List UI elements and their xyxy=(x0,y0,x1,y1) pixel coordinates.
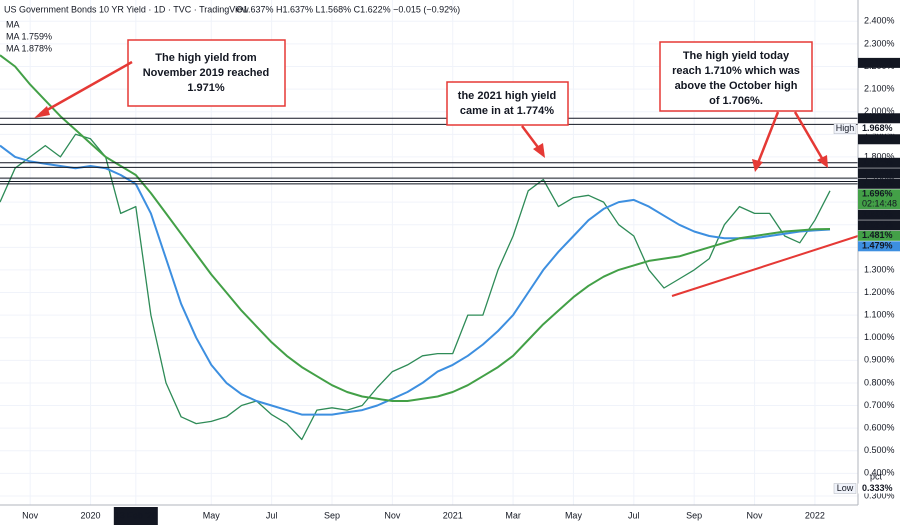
y-tick-label: 2.400% xyxy=(864,16,895,26)
x-tick-label: 2020 xyxy=(81,510,101,520)
price-label: 1.968% xyxy=(862,123,893,133)
price-label-box xyxy=(858,157,900,168)
price-label-box xyxy=(858,189,900,210)
price-label-box xyxy=(858,168,900,179)
price-label: 1.696% xyxy=(862,189,893,199)
annotation-box xyxy=(659,41,813,112)
y-tick-label: 1.000% xyxy=(864,332,895,342)
annotation-text: November 2019 reached xyxy=(143,67,270,79)
price-label: 1.681% xyxy=(862,220,893,230)
levels xyxy=(0,117,858,185)
arrow xyxy=(756,111,780,164)
x-tick-label: Nov xyxy=(747,510,764,520)
header-title: US Government Bonds 10 YR Yield · 1D · T… xyxy=(4,4,249,14)
price-label-box xyxy=(858,209,900,220)
header-ohlc: O1.637% H1.637% L1.568% C1.622% −0.015 (… xyxy=(236,4,460,14)
indicator-legend[interactable]: MA 1.759% xyxy=(6,31,52,41)
x-tick-label: Mar xyxy=(505,510,521,520)
arrow-head xyxy=(752,159,763,172)
price-tag-box xyxy=(833,483,857,494)
price-label: 1.479% xyxy=(862,241,893,251)
annotation-text: above the October high xyxy=(675,80,798,92)
annotation-text: The high yield from xyxy=(155,52,257,64)
x-tick-label: Nov xyxy=(384,510,401,520)
price-label: 0.333% xyxy=(862,483,893,493)
y-tick-label: 0.600% xyxy=(864,423,895,433)
arrow-head xyxy=(817,155,828,168)
y-tick-label: 1.800% xyxy=(864,151,895,161)
x-axis-panel xyxy=(0,505,858,527)
crosshair-date-box xyxy=(113,507,158,525)
price-label-box xyxy=(858,134,900,145)
grid xyxy=(0,0,858,505)
y-tick-label: 2.000% xyxy=(864,106,895,116)
x-tick-label: 13 Feb '20 xyxy=(115,510,157,520)
arrow-head xyxy=(34,106,50,118)
x-tick-label: 2022 xyxy=(805,510,825,520)
annotation-text: of 1.706%. xyxy=(709,95,763,107)
price-label: 2.216% xyxy=(862,57,893,67)
y-tick-label: 0.300% xyxy=(864,490,895,500)
price-tag-box xyxy=(833,123,857,135)
moving-average xyxy=(0,144,831,416)
indicator-legend[interactable]: MA 1.878% xyxy=(6,43,52,53)
annotation: The high yield today reach 1.710% which … xyxy=(659,41,828,172)
price-label: 1.481% xyxy=(862,230,893,240)
y-tick-label: 0.900% xyxy=(864,355,895,365)
price-tag: High xyxy=(836,123,855,133)
arrow-head xyxy=(533,143,545,158)
price-label-box xyxy=(858,230,900,241)
arrow xyxy=(521,125,541,151)
price-label: 1.754% xyxy=(862,168,893,178)
annotation-text: reach 1.710% which was xyxy=(672,65,800,77)
axis-unit[interactable]: pct xyxy=(870,471,883,481)
arrow xyxy=(793,111,825,161)
price-label-box xyxy=(858,220,900,231)
price-label-box xyxy=(858,57,900,68)
y-tick-label: 2.300% xyxy=(864,38,895,48)
y-tick-label: 2.100% xyxy=(864,83,895,93)
annotation-text: came in at 1.774% xyxy=(460,105,554,117)
annotation-box xyxy=(127,39,286,107)
arrow xyxy=(39,60,133,116)
y-tick-label: 1.200% xyxy=(864,287,895,297)
price-label-box xyxy=(858,241,900,252)
price-label: 1.944% xyxy=(862,134,893,144)
countdown-label: 02:14:48 xyxy=(862,199,897,209)
annotation-text: The high yield today xyxy=(683,50,790,62)
x-tick-label: 2021 xyxy=(443,510,463,520)
price-line xyxy=(0,133,831,441)
y-tick-label: 1.300% xyxy=(864,264,895,274)
x-tick-label: Jul xyxy=(266,510,278,520)
price-label-box xyxy=(858,123,900,134)
y-axis-panel xyxy=(858,0,900,527)
price-label: 1.971% xyxy=(862,113,893,123)
annotation: The high yield from November 2019 reache… xyxy=(34,39,286,118)
annotation-text: the 2021 high yield xyxy=(458,90,556,102)
x-tick-label: Sep xyxy=(686,510,702,520)
y-tick-label: 1.100% xyxy=(864,310,895,320)
indicator-legend[interactable]: MA xyxy=(6,19,20,29)
y-tick-label: 0.800% xyxy=(864,377,895,387)
price-label-box xyxy=(858,483,900,494)
x-tick-label: Jul xyxy=(628,510,640,520)
trendline xyxy=(671,235,859,297)
price-label: 1.774% xyxy=(862,157,893,167)
x-tick-label: May xyxy=(203,510,221,520)
x-tick-label: Nov xyxy=(22,510,39,520)
y-tick-label: 0.400% xyxy=(864,468,895,478)
price-label: 1.691% xyxy=(862,209,893,219)
price-label-box xyxy=(858,178,900,189)
annotation-text: 1.971% xyxy=(187,82,225,94)
x-tick-label: Sep xyxy=(324,510,340,520)
annotation: the 2021 high yield came in at 1.774% xyxy=(446,81,569,158)
price-tag: Low xyxy=(837,483,854,493)
x-tick-label: May xyxy=(565,510,583,520)
price-label-box xyxy=(858,113,900,124)
y-tick-label: 0.700% xyxy=(864,400,895,410)
price-label: 1.706% xyxy=(862,178,893,188)
y-tick-label: 0.500% xyxy=(864,445,895,455)
annotation-box xyxy=(446,81,569,126)
